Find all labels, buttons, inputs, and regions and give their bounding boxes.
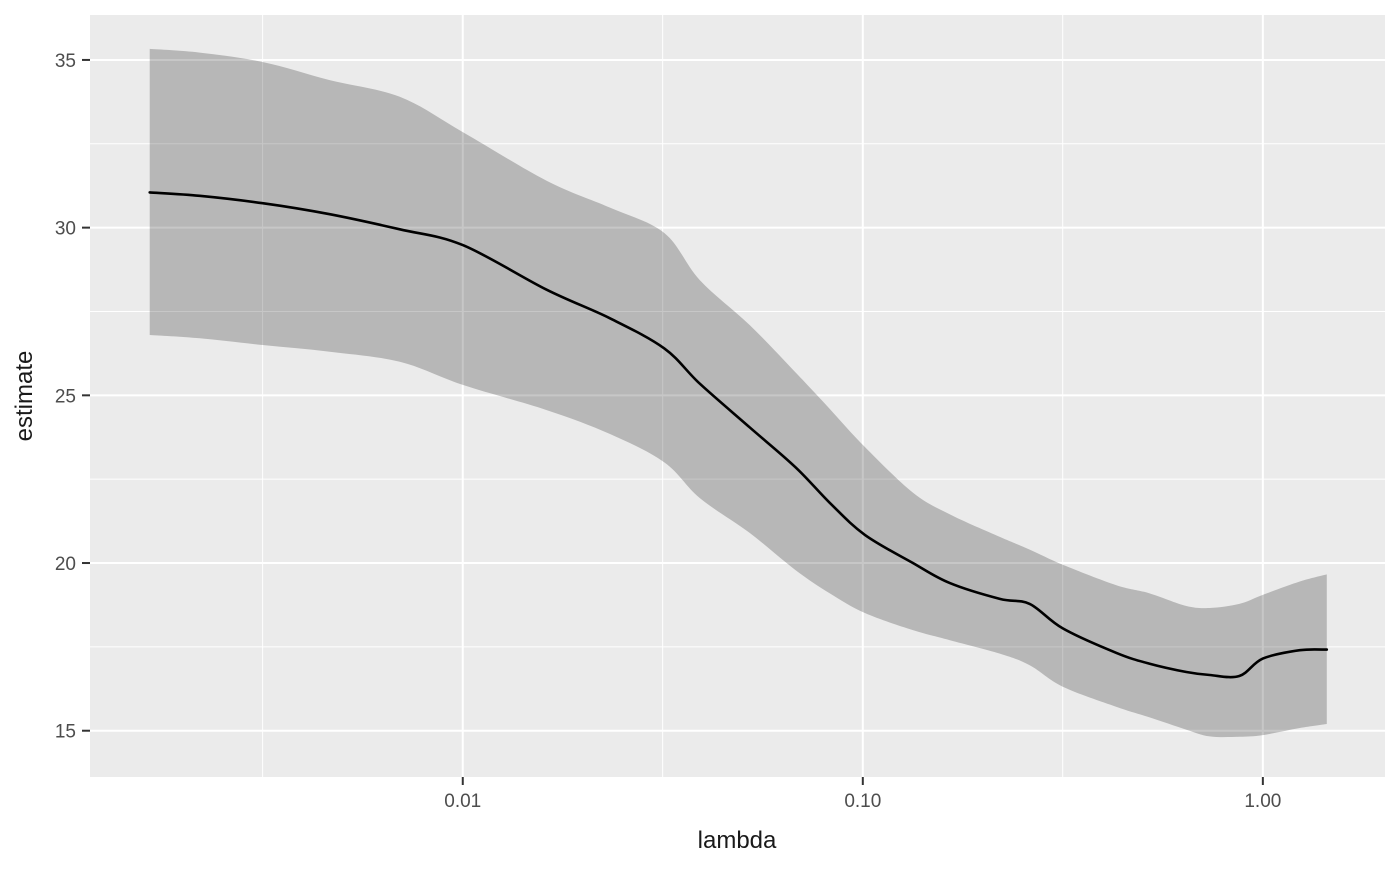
y-tick-label: 30 (55, 219, 76, 240)
confidence-ribbon (149, 48, 1327, 738)
x-tick-label: 0.01 (444, 791, 481, 812)
y-tick-label: 20 (55, 554, 76, 575)
x-tick-label: 1.00 (1244, 791, 1281, 812)
axes: 0.01 0.10 1.00 15 20 25 30 35 (55, 51, 1281, 812)
y-tick-label: 15 (55, 722, 76, 743)
gridlines (90, 15, 1385, 777)
x-tick-label: 0.10 (844, 791, 881, 812)
y-tick-label: 35 (55, 51, 76, 72)
x-axis-title: lambda (698, 827, 777, 854)
y-tick-label: 25 (55, 386, 76, 407)
smoothed-line (148, 191, 1329, 679)
y-axis-title: estimate (11, 351, 38, 442)
data-layer (148, 48, 1329, 738)
